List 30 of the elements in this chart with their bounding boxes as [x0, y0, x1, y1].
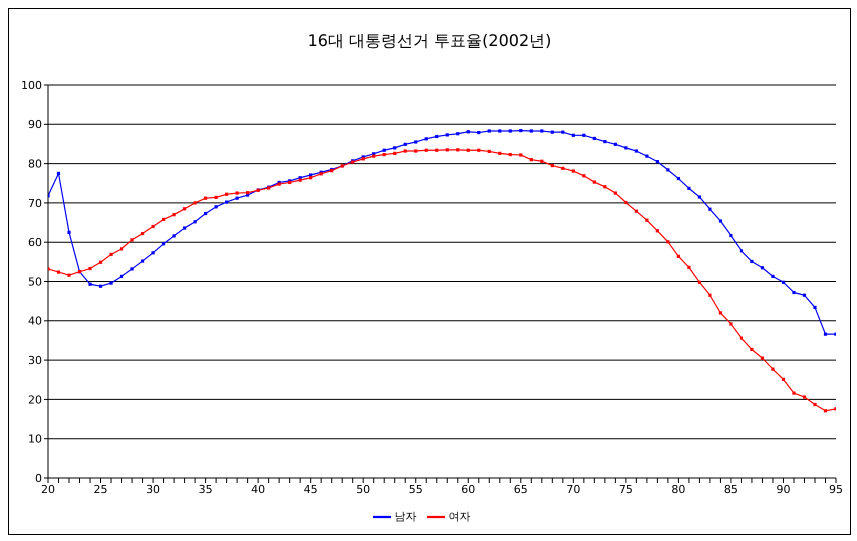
y-tick-label: 30	[28, 354, 42, 368]
x-tick-label: 60	[461, 482, 476, 496]
x-tick-label: 95	[829, 482, 843, 496]
x-tick-label: 85	[724, 482, 738, 496]
x-tick-label: 90	[776, 482, 790, 496]
y-tick-label: 100	[21, 78, 42, 92]
chart-title: 16대 대통령선거 투표율(2002년)	[306, 31, 552, 52]
y-tick-label: 90	[28, 118, 42, 132]
legend-label: 여자	[448, 510, 470, 524]
y-tick-label: 50	[28, 275, 42, 288]
x-tick-label: 55	[408, 482, 423, 496]
x-tick-label: 80	[671, 482, 686, 496]
x-tick-label: 35	[198, 482, 213, 496]
y-tick-label: 20	[28, 393, 42, 406]
x-tick-label: 50	[356, 482, 370, 496]
x-tick-label: 70	[566, 482, 580, 496]
y-tick-label: 10	[28, 432, 42, 446]
x-tick-label: 45	[304, 482, 318, 496]
x-tick-label: 25	[94, 482, 108, 496]
y-tick-label: 80	[28, 158, 42, 171]
x-tick-label: 20	[41, 482, 55, 496]
x-tick-label: 75	[618, 482, 633, 496]
legend-label: 남자	[394, 510, 416, 524]
y-tick-label: 70	[28, 196, 42, 210]
y-tick-label: 0	[35, 472, 42, 485]
y-tick-label: 60	[28, 236, 42, 250]
x-tick-label: 40	[251, 482, 266, 496]
x-tick-label: 30	[146, 482, 160, 496]
x-tick-label: 65	[514, 482, 528, 496]
y-tick-label: 40	[28, 314, 42, 328]
